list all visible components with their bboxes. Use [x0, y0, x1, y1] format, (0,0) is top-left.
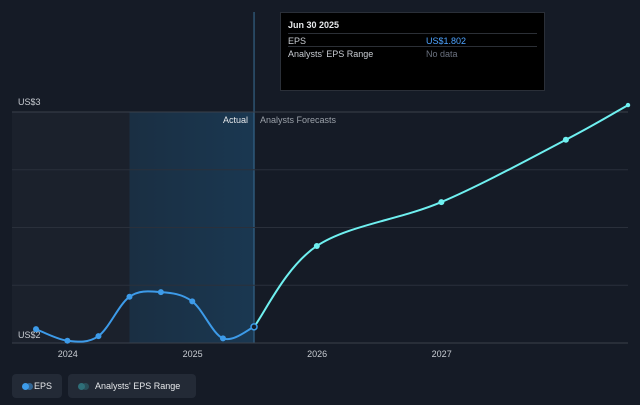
tooltip-row-eps: EPS US$1.802 — [288, 33, 537, 47]
x-tick-label: 2027 — [432, 349, 452, 359]
actual-label: Actual — [223, 115, 248, 125]
tooltip-row-range: Analysts' EPS Range No data — [288, 46, 537, 60]
actual-data-point — [189, 298, 196, 305]
tooltip-value: No data — [426, 49, 458, 59]
forecast-series-line — [253, 104, 629, 328]
legend-item-range[interactable]: Analysts' EPS Range — [68, 374, 196, 398]
tooltip: Jun 30 2025 EPS US$1.802 Analysts' EPS R… — [280, 12, 545, 91]
forecast-data-point — [625, 102, 631, 108]
x-tick-label: 2025 — [183, 349, 203, 359]
actual-data-point — [157, 289, 164, 296]
x-tick-label: 2024 — [58, 349, 78, 359]
actual-data-point — [219, 335, 226, 342]
forecast-data-point — [438, 199, 445, 206]
actual-data-point — [33, 326, 39, 333]
actual-data-point — [95, 333, 102, 340]
tooltip-label: EPS — [288, 36, 307, 46]
tooltip-label: Analysts' EPS Range — [288, 49, 374, 59]
actual-data-point — [64, 337, 71, 344]
actual-data-point — [126, 293, 133, 300]
x-tick-label: 2026 — [307, 349, 327, 359]
legend-range-icon — [78, 382, 89, 390]
tooltip-title: Jun 30 2025 — [288, 20, 340, 30]
forecast-data-point — [562, 136, 569, 143]
legend-label: Analysts' EPS Range — [95, 381, 181, 391]
forecast-label: Analysts Forecasts — [260, 115, 337, 125]
y-tick-label: US$2 — [18, 330, 41, 340]
y-tick-label: US$3 — [18, 97, 41, 107]
legend-item-eps[interactable]: EPS — [12, 374, 62, 398]
actual-data-point — [250, 323, 258, 331]
forecast-data-point — [313, 242, 320, 249]
tooltip-value: US$1.802 — [426, 36, 467, 46]
legend-label: EPS — [33, 381, 52, 391]
legend-eps-icon — [22, 382, 29, 390]
